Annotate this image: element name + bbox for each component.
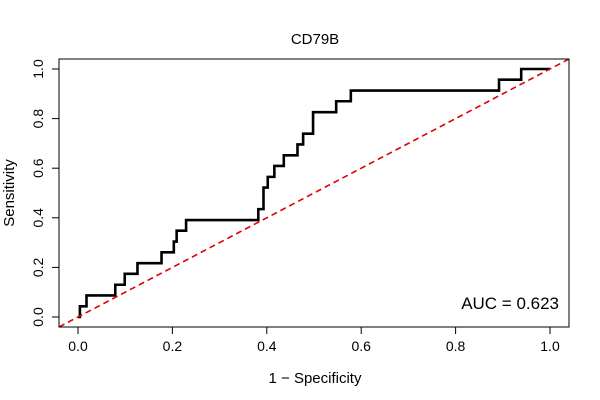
- x-axis-label: 1 − Specificity: [269, 370, 362, 387]
- auc-annotation: AUC = 0.623: [461, 294, 559, 313]
- y-tick-label: 0.0: [30, 307, 46, 327]
- x-tick-label: 0.2: [163, 338, 183, 354]
- x-tick-label: 0.6: [351, 338, 371, 354]
- x-tick-label: 0.0: [68, 338, 88, 354]
- x-tick-label: 0.4: [257, 338, 277, 354]
- x-tick-label: 0.8: [446, 338, 466, 354]
- chart-title: CD79B: [291, 31, 339, 48]
- chance-diagonal-line: [59, 59, 569, 327]
- plot-series-layer: [59, 59, 569, 327]
- y-tick-label: 0.8: [30, 109, 46, 129]
- y-tick-label: 0.6: [30, 158, 46, 178]
- y-tick-label: 0.2: [30, 257, 46, 277]
- x-tick-label: 1.0: [540, 338, 560, 354]
- roc-curve-line: [78, 67, 550, 319]
- y-axis-label: Sensitivity: [1, 159, 18, 227]
- y-tick-label: 1.0: [30, 59, 46, 79]
- plot-box: [58, 58, 570, 328]
- y-tick-label: 0.4: [30, 208, 46, 228]
